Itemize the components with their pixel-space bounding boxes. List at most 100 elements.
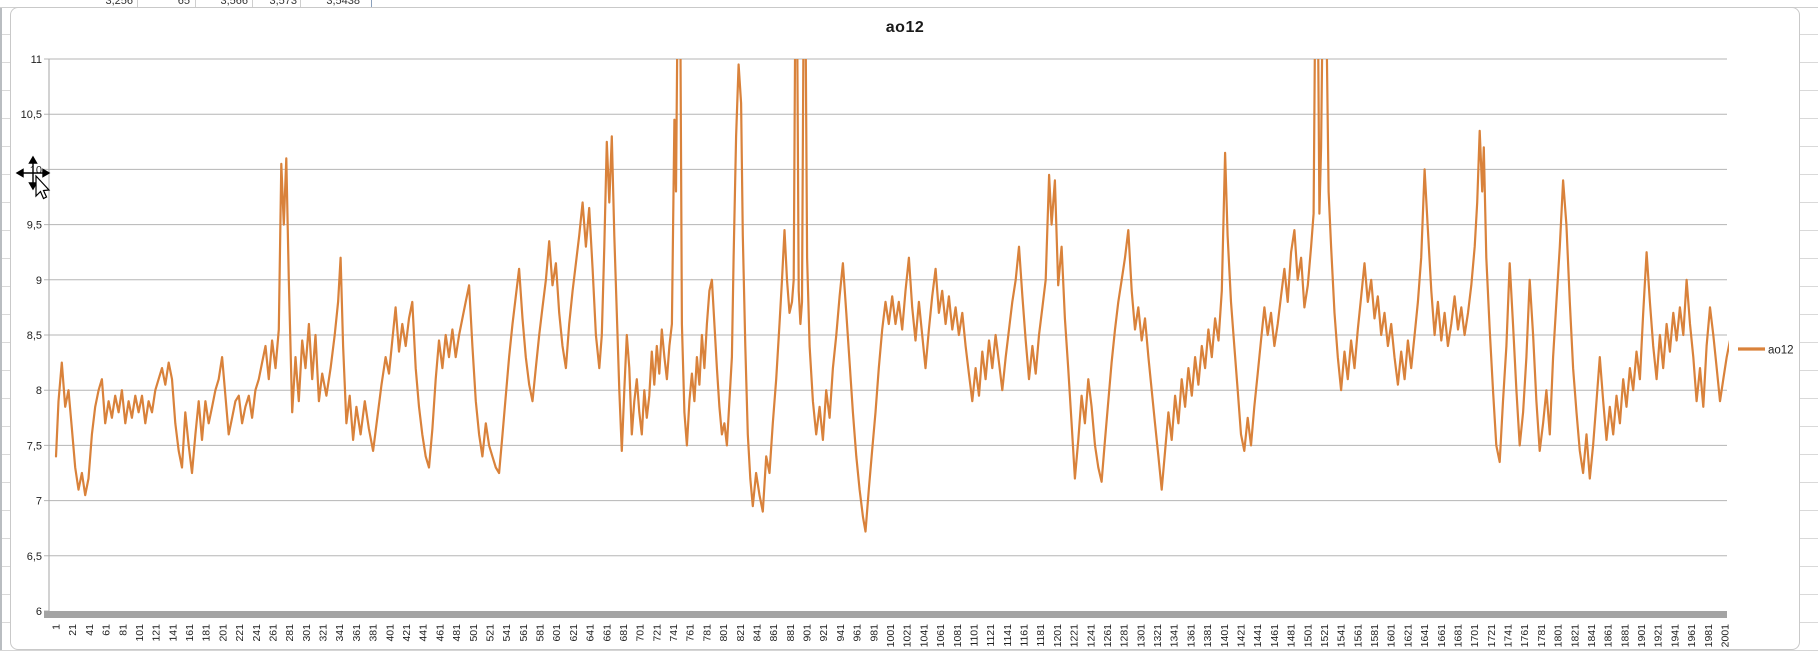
x-tick-label: 481 [451, 624, 463, 642]
x-tick-label: 1641 [1419, 624, 1431, 648]
x-tick-label: 801 [718, 624, 730, 642]
x-tick-label: 1001 [885, 624, 897, 648]
x-tick-label: 441 [418, 624, 430, 642]
y-tick-label: 10,5 [21, 109, 42, 121]
x-tick-label: 361 [351, 624, 363, 642]
x-tick-label: 1061 [935, 624, 947, 648]
x-tick-label: 1461 [1269, 624, 1281, 648]
x-tick-label: 1861 [1603, 624, 1615, 648]
x-tick-label: 1041 [918, 624, 930, 648]
x-tick-label: 1581 [1369, 624, 1381, 648]
x-tick-label: 561 [518, 624, 530, 642]
x-tick-label: 941 [835, 624, 847, 642]
sheet-right-strip[interactable] [1800, 7, 1818, 650]
x-tick-label: 921 [818, 624, 830, 642]
x-tick-label: 1141 [1002, 624, 1014, 647]
x-tick-label: 1261 [1102, 624, 1114, 648]
x-tick-label: 461 [434, 624, 446, 642]
x-tick-label: 1161 [1019, 624, 1031, 647]
x-tick-label: 1701 [1469, 624, 1481, 648]
x-tick-label: 1201 [1052, 624, 1064, 648]
y-tick-label: 7 [36, 496, 42, 508]
x-tick-label: 761 [685, 624, 697, 642]
x-tick-label: 1801 [1553, 624, 1565, 648]
x-tick-label: 741 [668, 624, 680, 642]
cell-value-fragment: 3,256 [105, 0, 133, 7]
sheet-left-strip[interactable] [0, 7, 12, 650]
x-tick-label: 1901 [1636, 624, 1648, 648]
x-tick-label: 201 [217, 624, 229, 642]
y-tick-label: 9,5 [27, 220, 42, 232]
cell-value-fragment: 3,573 [269, 0, 297, 7]
x-tick-label: 1841 [1586, 624, 1598, 648]
x-tick-label: 21 [67, 624, 79, 636]
cell-value-fragment: 3,5438 [326, 0, 360, 7]
x-tick-label: 521 [484, 624, 496, 642]
x-tick-label: 1101 [968, 624, 980, 647]
x-axis-bar[interactable] [44, 611, 1727, 618]
x-tick-label: 1921 [1653, 624, 1665, 648]
x-tick-label: 1961 [1686, 624, 1698, 648]
x-tick-label: 1321 [1152, 624, 1164, 648]
x-tick-label: 661 [601, 624, 613, 642]
x-tick-label: 101 [134, 624, 146, 642]
y-tick-label: 7,5 [27, 440, 42, 452]
x-tick-label: 1021 [902, 624, 914, 648]
x-tick-label: 1621 [1402, 624, 1414, 648]
x-tick-label: 321 [318, 624, 330, 642]
cell-border [137, 0, 138, 7]
x-tick-label: 221 [234, 624, 246, 642]
x-tick-label: 1281 [1119, 624, 1131, 648]
x-tick-label: 1681 [1452, 624, 1464, 648]
chart-object[interactable]: ao12 6 6,5 7 7,5 8 8,5 9 9,5 10 10,5 11 1 21 41 61 81 10… [10, 7, 1800, 650]
series-line-ao12[interactable] [54, 8, 1730, 533]
x-tick-label: 581 [535, 624, 547, 642]
x-tick-label: 1181 [1035, 624, 1047, 647]
x-tick-label: 381 [368, 624, 380, 642]
x-tick-label: 1341 [1169, 624, 1181, 648]
x-tick-label: 961 [852, 624, 864, 642]
x-tick-label: 541 [501, 624, 513, 642]
cell-value-fragment: 65 [177, 0, 190, 7]
x-tick-label: 641 [585, 624, 597, 642]
legend[interactable]: ao12 [1738, 345, 1794, 357]
cell-border [195, 0, 196, 7]
y-tick-label: 11 [31, 54, 42, 66]
x-tick-label: 1401 [1219, 624, 1231, 648]
sheet-bottom-strip[interactable] [0, 650, 1818, 655]
cell-border [371, 0, 372, 7]
x-tick-label: 1821 [1569, 624, 1581, 648]
chart-title[interactable]: ao12 [885, 19, 925, 36]
y-tick-label: 10 [30, 164, 42, 176]
y-tick-label: 8,5 [27, 330, 42, 342]
x-tick-label: 1741 [1503, 624, 1515, 648]
x-tick-label: 981 [868, 624, 880, 642]
x-tick-label: 421 [401, 624, 413, 642]
x-tick-label: 241 [251, 624, 263, 642]
y-axis-labels[interactable]: 6 6,5 7 7,5 8 8,5 9 9,5 10 10,5 11 [21, 54, 42, 618]
x-tick-label: 1381 [1202, 624, 1214, 648]
x-tick-label: 841 [751, 624, 763, 642]
x-tick-label: 1881 [1619, 624, 1631, 648]
x-tick-label: 61 [101, 624, 113, 636]
x-tick-label: 1501 [1302, 624, 1314, 648]
y-gridlines [44, 58, 1727, 612]
x-tick-label: 1761 [1519, 624, 1531, 648]
cell-border [300, 0, 301, 7]
x-tick-label: 881 [785, 624, 797, 642]
x-tick-label: 81 [117, 624, 129, 636]
x-tick-label: 1541 [1336, 624, 1348, 648]
x-tick-label: 1561 [1352, 624, 1364, 648]
x-tick-label: 301 [301, 624, 313, 642]
y-tick-label: 6,5 [27, 551, 42, 563]
x-tick-label: 1781 [1536, 624, 1548, 648]
x-tick-label: 1521 [1319, 624, 1331, 648]
x-tick-label: 341 [334, 624, 346, 642]
x-tick-label: 1481 [1286, 624, 1298, 648]
x-tick-label: 41 [84, 624, 96, 636]
x-tick-label: 181 [201, 624, 213, 642]
x-axis-labels[interactable]: 1 21 41 61 81 101 121 141 161 181 201 221 241 261 281 3… [51, 624, 1732, 648]
x-tick-label: 281 [284, 624, 296, 642]
